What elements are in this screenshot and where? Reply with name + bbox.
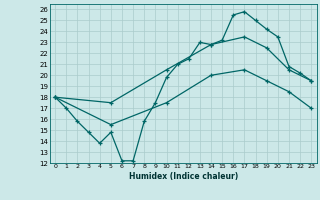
X-axis label: Humidex (Indice chaleur): Humidex (Indice chaleur) (129, 172, 238, 181)
